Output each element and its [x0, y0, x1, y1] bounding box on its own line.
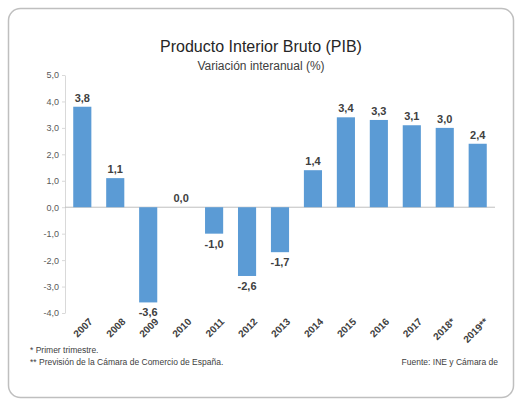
bar	[205, 207, 223, 233]
data-label: 3,3	[371, 105, 386, 117]
y-tick: -3,0	[43, 282, 65, 292]
y-tick: -2,0	[43, 255, 65, 265]
y-tick-mark	[62, 75, 65, 76]
y-tick: -4,0	[43, 308, 65, 318]
bar	[370, 120, 388, 207]
bar	[436, 128, 454, 207]
y-tick-mark	[62, 234, 65, 235]
x-tick-label: 2011	[203, 316, 226, 339]
bar	[106, 178, 124, 207]
y-tick: 2,0	[46, 150, 65, 160]
subtitle: Variación interanual (%)	[197, 59, 324, 73]
x-tick-label: 2009	[137, 316, 161, 340]
data-label: 3,8	[75, 92, 90, 104]
x-tick: 2018*	[431, 316, 457, 342]
data-label: 2,4	[470, 129, 486, 141]
y-tick-label: 5,0	[46, 70, 59, 80]
y-tick: 1,0	[46, 176, 65, 186]
x-tick: 2014	[302, 316, 326, 340]
bars	[73, 107, 487, 303]
x-tick-label: 2019**	[461, 316, 490, 345]
x-tick-label: 2017	[401, 316, 425, 340]
y-tick: 5,0	[46, 70, 65, 80]
x-tick: 2015	[335, 316, 359, 340]
y-tick-label: -2,0	[43, 255, 59, 265]
y-tick: 0,0	[46, 203, 65, 213]
footnote: ** Previsión de la Cámara de Comercio de…	[30, 357, 223, 367]
data-label: -1,0	[205, 238, 224, 250]
x-tick-label: 2013	[269, 316, 293, 340]
x-tick: 2010	[170, 316, 194, 340]
bar	[139, 207, 157, 302]
bar	[469, 144, 487, 207]
y-tick-mark	[62, 260, 65, 261]
y-tick-label: 0,0	[46, 203, 59, 213]
frame	[9, 9, 514, 398]
y-tick-label: 4,0	[46, 97, 59, 107]
x-tick-label: 2008	[104, 316, 128, 340]
y-tick-mark	[62, 313, 65, 314]
bar	[337, 117, 355, 207]
data-label: 3,4	[338, 102, 354, 114]
x-tick: 2012	[236, 316, 260, 340]
x-tick: 2016	[368, 316, 392, 340]
y-tick-mark	[62, 101, 65, 102]
y-axis-line	[65, 76, 66, 314]
x-tick-label: 2007	[71, 316, 95, 340]
data-label: 0,0	[174, 192, 189, 204]
data-label: 3,0	[437, 113, 452, 125]
y-tick: 3,0	[46, 123, 65, 133]
bar	[403, 125, 421, 207]
x-tick: 2007	[71, 316, 95, 340]
x-tick-label: 2012	[236, 316, 260, 340]
y-axis: 5,0 4,0 3,0 2,0 1,0 0,0 -1,0 -2,0 -3,0 -4,0	[43, 70, 65, 318]
y-tick-label: -3,0	[43, 282, 59, 292]
bar	[304, 170, 322, 207]
bar	[238, 207, 256, 276]
chart: Producto Interior Bruto (PIB) Variación i…	[0, 0, 522, 406]
x-axis: 2007 2008 2009 2010 2011 2012 2013 2014 2015 2016…	[71, 316, 490, 345]
bar	[271, 207, 289, 252]
y-tick-label: 3,0	[46, 123, 59, 133]
y-tick-mark	[62, 128, 65, 129]
x-tick-label: 2016	[368, 316, 392, 340]
y-tick-mark	[62, 207, 65, 208]
data-label: -1,7	[271, 256, 290, 268]
footnote: * Primer trimestre.	[30, 345, 98, 355]
x-tick: 2008	[104, 316, 128, 340]
data-label: -2,6	[238, 280, 257, 292]
x-tick: 2019**	[461, 316, 490, 345]
y-tick: 4,0	[46, 97, 65, 107]
y-tick-label: -4,0	[43, 308, 59, 318]
x-tick: 2009	[137, 316, 161, 340]
footnotes: * Primer trimestre. ** Previsión de la Cá…	[30, 345, 223, 367]
x-tick: 2011	[203, 316, 226, 339]
y-tick-mark	[62, 181, 65, 182]
data-label: 3,1	[404, 110, 419, 122]
data-labels: 3,8 1,1 -3,6 0,0 -1,0 -2,6 -1,7 1,4 3,4 3,3 3,1 3,0…	[75, 92, 487, 319]
x-tick-label: 2010	[170, 316, 194, 340]
data-label: 1,4	[305, 155, 321, 167]
y-tick-label: -1,0	[43, 229, 59, 239]
x-tick: 2013	[269, 316, 293, 340]
bar	[73, 107, 91, 207]
x-tick-label: 2014	[302, 316, 326, 340]
y-tick-label: 2,0	[46, 150, 59, 160]
x-tick-label: 2015	[335, 316, 359, 340]
title: Producto Interior Bruto (PIB)	[160, 38, 362, 55]
y-tick-label: 1,0	[46, 176, 59, 186]
data-label: -3,6	[139, 306, 158, 318]
bar	[172, 207, 190, 208]
x-tick: 2017	[401, 316, 425, 340]
x-tick-label: 2018*	[431, 316, 457, 342]
data-label: 1,1	[108, 163, 123, 175]
y-tick: -1,0	[43, 229, 65, 239]
source: Fuente: INE y Cámara de	[402, 357, 499, 367]
y-tick-mark	[62, 154, 65, 155]
y-tick-mark	[62, 287, 65, 288]
